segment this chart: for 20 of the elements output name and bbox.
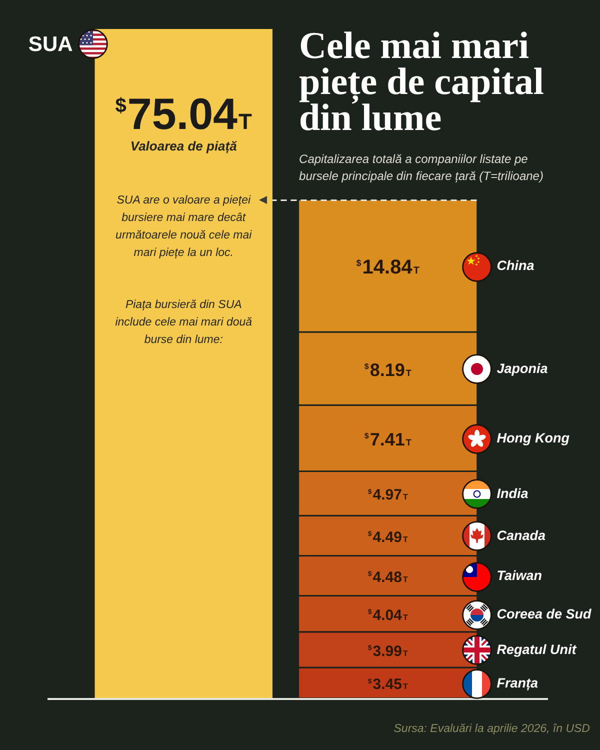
text: Capitalizarea totală a companiilor listate pe bursele principale din fiecare țară (T=trilioane) [299, 152, 544, 183]
series-label: SUA [28, 32, 73, 56]
data-label: $8.19T [364, 360, 412, 380]
series-label: Regatul Unit [496, 642, 577, 658]
series-label: India [496, 486, 529, 501]
data-label: $7.41T [364, 429, 412, 450]
series-label: Hong Kong [496, 430, 570, 446]
text: Sursa: Evaluări la aprilie 2026, în USD [394, 723, 590, 735]
text: Cele mai mari piețe de capital din lume [299, 25, 544, 139]
series-label: Japonia [496, 361, 548, 376]
data-label: $75.04T [115, 90, 253, 139]
annotation: Valoarea de piață [130, 138, 237, 154]
series-label: Franța [496, 675, 538, 690]
data-label: $14.84T [356, 256, 420, 279]
series-label: China [496, 258, 535, 274]
series-label: Canada [496, 528, 546, 544]
annotation: Piața bursieră din SUA include cele mai mari două burse din lume: [115, 298, 252, 346]
series-label: Taiwan [496, 568, 542, 584]
ref-line-label: SUA are o valoare a pieței bursiere mai mare decât următoarele nouă cele mai mari piețe la un loc. [116, 194, 252, 259]
series-label: Coreea de Sud [496, 606, 592, 622]
